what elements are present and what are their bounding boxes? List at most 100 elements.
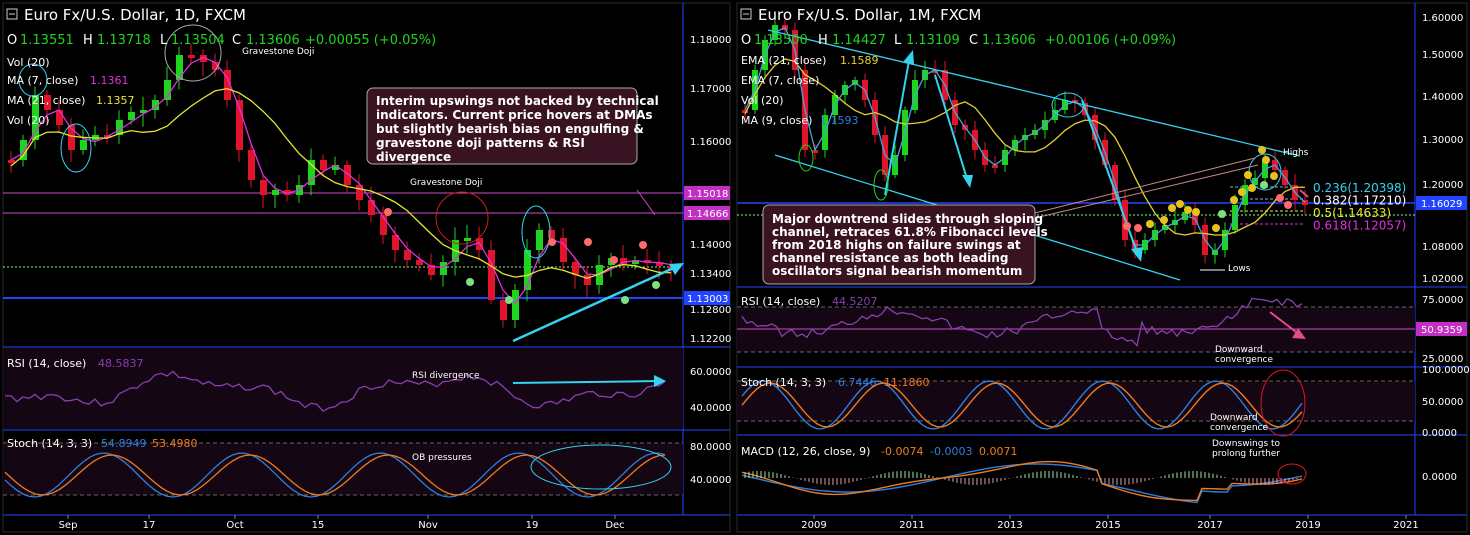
right-signal-dot	[1134, 224, 1142, 232]
right-chart-panel	[736, 2, 1468, 533]
left-signal-dot	[505, 296, 513, 304]
right-candle	[992, 165, 998, 168]
left-candle	[44, 95, 51, 110]
left-candle	[428, 265, 435, 275]
left-l-value: 1.13504	[171, 33, 225, 48]
left-doji-top-label: Gravestone Doji	[242, 47, 314, 57]
right-signal-dot	[1258, 146, 1266, 154]
left-axis-badge-1	[684, 186, 730, 200]
left-stoch-pane	[3, 443, 683, 495]
left-candle	[272, 190, 279, 195]
right-x-tick: 2011	[899, 520, 924, 531]
right-axis-badge-price	[1416, 196, 1467, 210]
left-candle	[548, 230, 555, 238]
left-candle	[188, 55, 195, 58]
right-circle-1	[798, 144, 814, 172]
left-candle	[392, 235, 399, 250]
left-x-tick: Nov	[418, 520, 438, 531]
right-rsi-tick-2: 25.0000	[1422, 354, 1463, 365]
left-stoch-d-value: 53.4980	[152, 437, 198, 450]
left-candle	[440, 262, 447, 275]
right-callout-line-1	[1034, 157, 1256, 214]
left-rsi-legend: RSI (14, close)	[7, 357, 86, 370]
right-rsi-arrow	[1269, 311, 1301, 336]
right-annotation-text: Major downtrend slides through sloping ch…	[772, 212, 1048, 278]
left-candle	[656, 262, 663, 266]
left-circle-2	[60, 123, 92, 173]
left-signal-dot	[548, 238, 556, 246]
right-circle-3	[1051, 92, 1085, 118]
right-rsi-note: Downward convergence	[1215, 345, 1273, 365]
right-stoch-d-line	[741, 382, 1303, 428]
left-candle	[536, 230, 543, 250]
right-y-axis: 1.60000 1.50000 1.40000 1.30000 1.20000 1.080…	[1422, 13, 1463, 285]
right-stoch-tick-2: 50.0000	[1422, 397, 1463, 408]
left-candle	[128, 112, 135, 120]
left-ma7-legend: MA (7, close)	[7, 74, 78, 87]
left-circle-doji-top	[164, 24, 222, 82]
left-x-tick: Dec	[605, 520, 624, 531]
right-macd-signal-line	[741, 460, 1303, 502]
right-collapse-icon[interactable]	[740, 8, 752, 20]
left-vol2-legend: Vol (20)	[7, 114, 50, 127]
left-candle	[500, 300, 507, 320]
left-ma7-value: 1.1361	[90, 74, 129, 87]
left-x-tick: 15	[312, 520, 325, 531]
left-candle	[212, 62, 219, 70]
left-signal-dots	[384, 208, 660, 304]
left-l-label: L	[160, 33, 168, 48]
right-stoch-legend: Stoch (14, 3, 3)	[741, 376, 826, 389]
left-rsi-value: 48.5837	[98, 357, 144, 370]
right-change: +0.00106 (+0.09%)	[1045, 33, 1176, 48]
right-stoch-k-line	[741, 380, 1303, 430]
right-ema21-legend: EMA (21, close)	[741, 54, 826, 67]
left-candle	[332, 165, 339, 170]
left-chart-panel	[2, 2, 731, 533]
right-signal-dot	[1218, 210, 1226, 218]
right-x-tick: 2013	[997, 520, 1022, 531]
left-candle	[260, 180, 267, 195]
left-stoch-legend: Stoch (14, 3, 3)	[7, 437, 92, 450]
left-stoch-k-value: 54.8949	[101, 437, 147, 450]
right-c-value: 1.13606	[982, 33, 1036, 48]
left-stoch-tick-1: 80.0000	[690, 442, 731, 453]
right-vol-legend: Vol (20)	[741, 94, 784, 107]
left-candle	[632, 260, 639, 264]
left-candle	[200, 55, 207, 62]
right-macd-value-1: -0.0074	[881, 445, 923, 458]
right-arrow-up-1	[884, 54, 911, 196]
right-signal-dot	[1244, 171, 1252, 179]
left-h-label: H	[83, 33, 93, 48]
right-h-label: H	[818, 33, 828, 48]
left-candle	[152, 100, 159, 110]
left-annotation-text: Interim upswings not backed by technical…	[376, 94, 659, 164]
left-signal-dot	[584, 238, 592, 246]
left-stoch-tick-2: 40.0000	[690, 475, 731, 486]
left-signal-dot	[639, 241, 647, 249]
right-candle	[742, 110, 748, 113]
left-candle	[164, 80, 171, 100]
left-ma21-legend: MA (21, close)	[7, 94, 85, 107]
left-candle	[176, 55, 183, 80]
left-x-tick: 17	[143, 520, 156, 531]
left-circle-1	[18, 63, 48, 97]
left-candle	[56, 110, 63, 125]
left-ma21-value: 1.1357	[96, 94, 135, 107]
right-signal-dot	[1276, 194, 1284, 202]
right-c-label: C	[969, 33, 978, 48]
right-stoch-d-value: 11.1860	[884, 376, 930, 389]
right-signal-dot	[1238, 188, 1246, 196]
left-y-tick: 1.12800	[690, 305, 731, 316]
left-candle	[560, 238, 567, 262]
left-trend-arrow	[512, 264, 679, 343]
right-signal-dot	[1123, 222, 1131, 230]
right-x-tick: 2021	[1393, 520, 1418, 531]
left-candle	[140, 110, 147, 113]
left-vol-legend: Vol (20)	[7, 56, 50, 69]
left-ob-ellipse	[530, 444, 672, 490]
left-y-tick: 1.17000	[690, 84, 731, 95]
left-rsi-arrow	[512, 380, 661, 384]
right-stoch-pane	[737, 381, 1415, 421]
left-collapse-icon[interactable]	[6, 8, 18, 20]
